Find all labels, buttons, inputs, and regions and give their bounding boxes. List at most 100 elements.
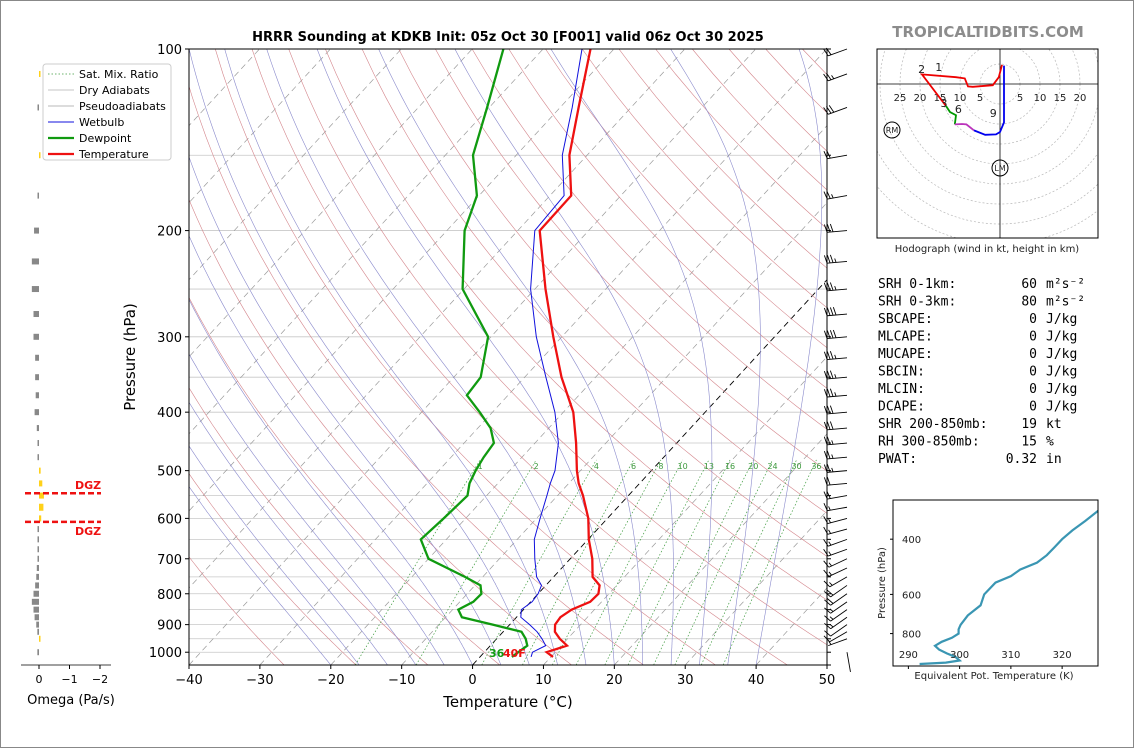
- stat-unit: %: [1046, 435, 1054, 450]
- barb-flag: [826, 282, 831, 291]
- hodograph-ring-label: 5: [1017, 93, 1023, 104]
- wind-barb: [823, 558, 848, 568]
- temperature-line: [538, 49, 601, 658]
- omega-bar: [37, 526, 39, 533]
- stat-label: SBCAPE:: [878, 312, 933, 327]
- hodograph-trace: [945, 105, 957, 125]
- wind-barb: [823, 450, 848, 460]
- mixing-ratio-line: [700, 459, 797, 665]
- barb-shaft: [830, 593, 848, 606]
- barb-flag: [826, 589, 834, 596]
- barb-flag: [826, 351, 831, 360]
- omega-bar: [37, 454, 39, 461]
- stat-unit: J/kg: [1046, 365, 1077, 380]
- barb-shaft: [827, 470, 848, 473]
- barb-shaft: [827, 442, 848, 446]
- isotherm: [0, 49, 47, 665]
- omega-bar: [36, 621, 39, 628]
- mixing-ratio-label: 8: [658, 462, 663, 471]
- barb-shaft: [827, 427, 848, 431]
- omega-tick-label: −1: [61, 673, 77, 686]
- barb-shaft: [827, 495, 848, 500]
- stat-value: 0: [1029, 382, 1037, 397]
- barb-flag: [823, 560, 830, 568]
- pseudoadiabat: [454, 49, 674, 665]
- x-tick-label: 40: [748, 673, 765, 688]
- barb-flag: [826, 388, 831, 397]
- dry-adiabat: [189, 556, 285, 665]
- hodograph-ring-label: 15: [1054, 93, 1067, 104]
- pseudoadiabat: [189, 155, 502, 665]
- omega-bar: [33, 590, 39, 597]
- barb-flag: [823, 255, 828, 264]
- legend-label: Sat. Mix. Ratio: [79, 68, 159, 81]
- omega-bar: [37, 555, 39, 562]
- barb-half: [834, 285, 837, 291]
- barb-shaft: [827, 394, 848, 398]
- omega-bar: [37, 104, 39, 111]
- barb-shaft: [828, 73, 848, 82]
- omega-bar: [39, 503, 44, 511]
- lm-label: LM: [994, 164, 1005, 173]
- barb-half: [831, 454, 834, 459]
- omega-bar: [36, 425, 39, 432]
- barb-half: [831, 440, 834, 445]
- stat-row: RH 300-850mb: 15%: [878, 435, 1054, 450]
- barb-flag: [823, 405, 828, 415]
- stat-label: SRH 0-3km:: [878, 295, 956, 310]
- barb-flag: [826, 490, 831, 499]
- barb-flag: [823, 491, 828, 500]
- barb-half: [828, 551, 832, 556]
- barb-shaft: [827, 411, 848, 415]
- dry-adiabat: [215, 49, 716, 665]
- stat-label: MLCAPE:: [878, 330, 933, 345]
- stat-value: 0.32: [1006, 452, 1037, 467]
- stat-unit: J/kg: [1046, 312, 1077, 327]
- omega-bar: [33, 311, 39, 318]
- theta-e-y-tick-label: 800: [902, 630, 921, 641]
- wind-barb: [823, 388, 848, 398]
- dry-adiabat: [508, 49, 827, 389]
- barb-half: [828, 541, 832, 546]
- barb-shaft: [828, 48, 848, 57]
- pseudoadiabat: [189, 401, 388, 665]
- stat-label: DCAPE:: [878, 400, 925, 415]
- barb-flag: [829, 405, 834, 414]
- barb-flag: [823, 516, 829, 524]
- barb-flag: [824, 630, 831, 637]
- mixing-ratio-line: [551, 459, 662, 665]
- wind-barb: [823, 47, 848, 57]
- wind-barb: [824, 616, 848, 630]
- stat-unit: J/kg: [1046, 330, 1077, 345]
- barb-half: [829, 582, 833, 586]
- omega-bar: [39, 515, 42, 522]
- omega-bar: [33, 333, 39, 340]
- mixing-ratio-line: [481, 459, 597, 665]
- isotherm: [826, 664, 827, 665]
- stat-value: 0: [1029, 312, 1037, 327]
- barb-flag: [823, 580, 831, 588]
- y-tick-label: 100: [157, 43, 182, 58]
- stat-label: PWAT:: [878, 452, 917, 467]
- stat-value: 0: [1029, 400, 1037, 415]
- barb-flag: [823, 539, 829, 547]
- barb-flag: [823, 450, 828, 460]
- surface-temp-label: 40F: [503, 647, 526, 660]
- barb-shaft: [827, 313, 848, 317]
- stat-row: SRH 0-3km: 80 m²s⁻²: [878, 295, 1085, 310]
- y-tick-label: 1000: [149, 646, 182, 661]
- barb-flag: [829, 282, 834, 291]
- skewt-background-lines: 1 2 4 6 8 10 13 16 20 24 30 36: [0, 49, 827, 665]
- pseudoadiabat: [189, 49, 530, 665]
- omega-bar: [31, 258, 39, 265]
- barb-flag: [826, 47, 832, 56]
- stat-value: 0: [1029, 347, 1037, 362]
- hodograph-ring-label: 20: [914, 93, 927, 104]
- omega-bar: [39, 480, 43, 487]
- barb-flag: [826, 464, 831, 473]
- wind-barb: [823, 329, 848, 339]
- barb-half: [834, 374, 837, 379]
- barb-shaft: [828, 558, 848, 568]
- dewpoint-line: [419, 49, 529, 658]
